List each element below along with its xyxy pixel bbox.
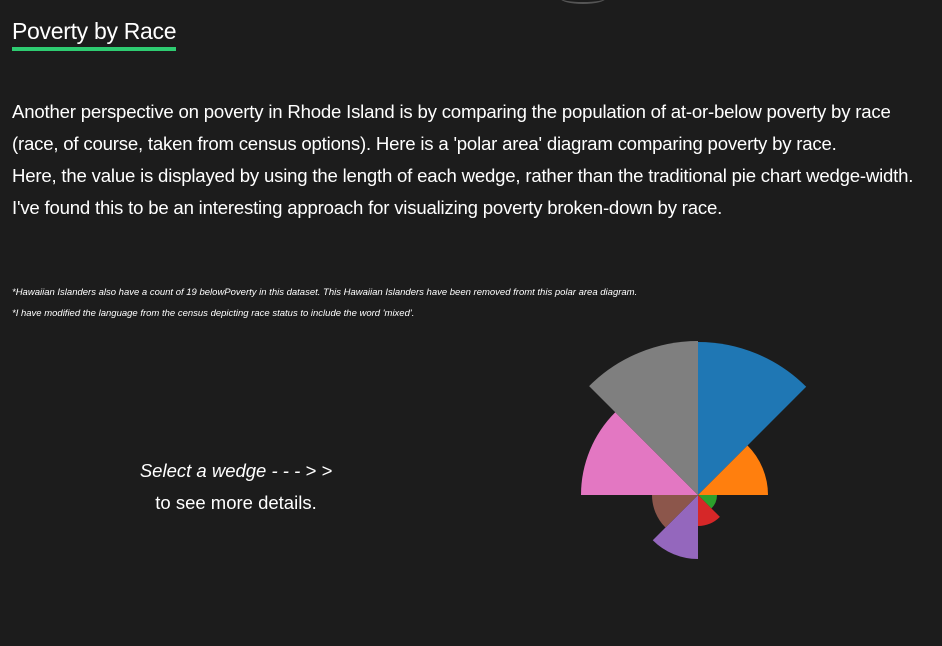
wedge-3[interactable] bbox=[698, 495, 718, 509]
wedge-6[interactable] bbox=[652, 495, 698, 528]
wedge-5[interactable] bbox=[652, 495, 698, 559]
select-wedge-prompt: Select a wedge - - - > > to see more det… bbox=[120, 455, 352, 519]
footnotes: *Hawaiian Islanders also have a count of… bbox=[12, 282, 932, 324]
intro-text-1: Another perspective on poverty in Rhode … bbox=[12, 101, 891, 154]
page-title: Poverty by Race bbox=[12, 16, 177, 51]
wedge-8[interactable] bbox=[589, 341, 698, 495]
intro-text-2: Here, the value is displayed by using th… bbox=[12, 165, 914, 218]
intro-paragraph: Another perspective on poverty in Rhode … bbox=[12, 96, 932, 224]
partial-arc-decoration bbox=[560, 0, 606, 4]
wedge-7[interactable] bbox=[581, 412, 698, 495]
footnote-hawaiian: *Hawaiian Islanders also have a count of… bbox=[12, 287, 638, 298]
footnote-language: *I have modified the language from the c… bbox=[12, 308, 415, 319]
wedge-1[interactable] bbox=[698, 342, 807, 495]
wedge-2[interactable] bbox=[698, 445, 769, 496]
wedge-4[interactable] bbox=[698, 495, 720, 526]
prompt-select-text: Select a wedge - - - > > bbox=[139, 460, 333, 481]
prompt-details-text: to see more details. bbox=[155, 492, 317, 513]
wedge-group bbox=[581, 341, 807, 559]
